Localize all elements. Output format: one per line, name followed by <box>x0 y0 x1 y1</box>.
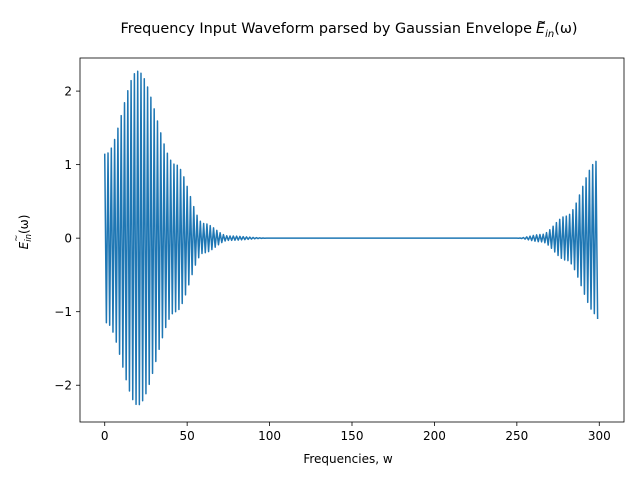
chart-title-subscript: in <box>545 29 554 40</box>
plot-area <box>103 70 599 406</box>
x-tick-label: 250 <box>505 429 528 443</box>
x-tick-label: 100 <box>258 429 281 443</box>
x-tick-label: 50 <box>180 429 195 443</box>
x-axis-label: Frequencies, w <box>303 452 392 466</box>
chart-title-argument: (ω) <box>554 21 577 37</box>
y-tick-label: 2 <box>64 85 72 99</box>
chart-title-text: Frequency Input Waveform parsed by Gauss… <box>120 21 532 37</box>
y-axis-label-tilde: ~ <box>12 234 22 242</box>
chart-title: Frequency Input Waveform parsed by Gauss… <box>120 21 577 40</box>
y-tick-label: −2 <box>54 379 72 393</box>
y-tick-label: 0 <box>64 232 72 246</box>
y-axis-label: Ein(ω) <box>17 215 34 250</box>
chart-title-symbol: E <box>536 21 546 37</box>
y-tick-label: −1 <box>54 305 72 319</box>
y-axis-label-argument: (ω) <box>17 215 31 234</box>
y-axis-ticks: −2 −1 0 1 2 <box>54 85 80 393</box>
x-axis-ticks: 0 50 100 150 200 250 300 <box>101 422 611 443</box>
x-tick-label: 300 <box>588 429 611 443</box>
y-axis-label-symbol: E <box>17 241 31 249</box>
x-tick-label: 200 <box>423 429 446 443</box>
y-axis-label-group: Ein(ω) ~ <box>12 215 34 250</box>
series-line-0 <box>103 70 599 406</box>
y-axis-label-subscript: in <box>24 234 34 242</box>
x-tick-label: 150 <box>341 429 364 443</box>
y-tick-label: 1 <box>64 158 72 172</box>
x-tick-label: 0 <box>101 429 109 443</box>
chart-title-tilde: ~ <box>537 15 546 28</box>
